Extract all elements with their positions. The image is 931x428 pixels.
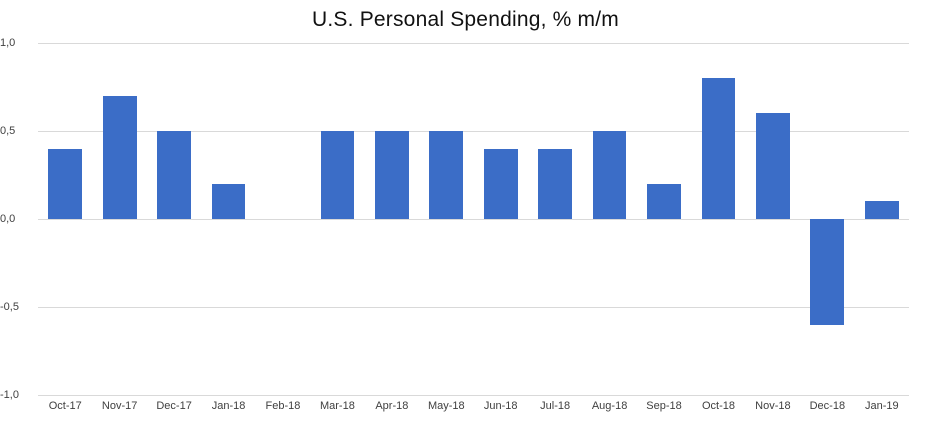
x-axis-tick-label: Aug-18	[591, 400, 628, 412]
bar	[429, 131, 464, 219]
gridline	[38, 307, 909, 308]
chart-title: U.S. Personal Spending, % m/m	[312, 8, 619, 31]
x-axis-tick-label: Feb-18	[265, 400, 301, 412]
x-axis-tick-label: Nov-18	[755, 400, 791, 412]
bar	[810, 219, 845, 325]
x-axis-tick-label: Nov-17	[101, 400, 138, 412]
x-axis-tick-label: Oct-17	[48, 400, 82, 412]
x-axis-tick-label: Jul-18	[540, 400, 571, 412]
bar	[538, 148, 573, 219]
bar	[102, 95, 137, 219]
plot-area	[38, 43, 909, 396]
y-axis-tick-label: -0,5	[0, 301, 19, 313]
bar	[647, 183, 681, 219]
x-axis-tick-label: Jan-18	[211, 400, 246, 412]
x-axis-tick-label: Dec-18	[809, 400, 846, 412]
x-axis-tick-label: Apr-18	[375, 400, 409, 412]
x-axis-tick-label: Jan-19	[864, 400, 899, 412]
bar	[483, 148, 518, 219]
y-axis-tick-label: 0,0	[0, 213, 16, 225]
x-axis-tick-label: Dec-17	[156, 400, 192, 412]
x-axis-tick-label: May-18	[427, 400, 465, 412]
gridline	[38, 219, 909, 220]
bar	[756, 113, 790, 219]
y-axis: 1,0 0,5 0,0 -0,5 -1,0	[0, 37, 34, 401]
gridline	[38, 395, 909, 396]
x-axis-tick-label: Oct-18	[701, 400, 735, 412]
gridline	[38, 131, 909, 132]
x-axis-tick-label: Jun-18	[483, 400, 518, 412]
y-axis-tick-label: 0,5	[0, 125, 16, 137]
bar	[864, 201, 899, 219]
gridline	[38, 43, 909, 44]
x-axis-tick-label: Mar-18	[319, 400, 355, 412]
bar	[701, 78, 736, 219]
bars-layer	[38, 43, 909, 395]
bar	[157, 131, 191, 219]
bar	[592, 131, 627, 219]
x-axis-tick-label: Sep-18	[646, 400, 682, 412]
bar	[211, 183, 246, 219]
bar	[48, 148, 83, 219]
bar	[320, 131, 355, 219]
bar	[374, 131, 409, 219]
x-axis: Oct-17 Nov-17 Dec-17 Jan-18 Feb-18 Mar-18 Apr-…	[38, 400, 909, 416]
y-axis-tick-label: -1,0	[0, 389, 19, 401]
y-axis-tick-label: 1,0	[0, 37, 16, 49]
